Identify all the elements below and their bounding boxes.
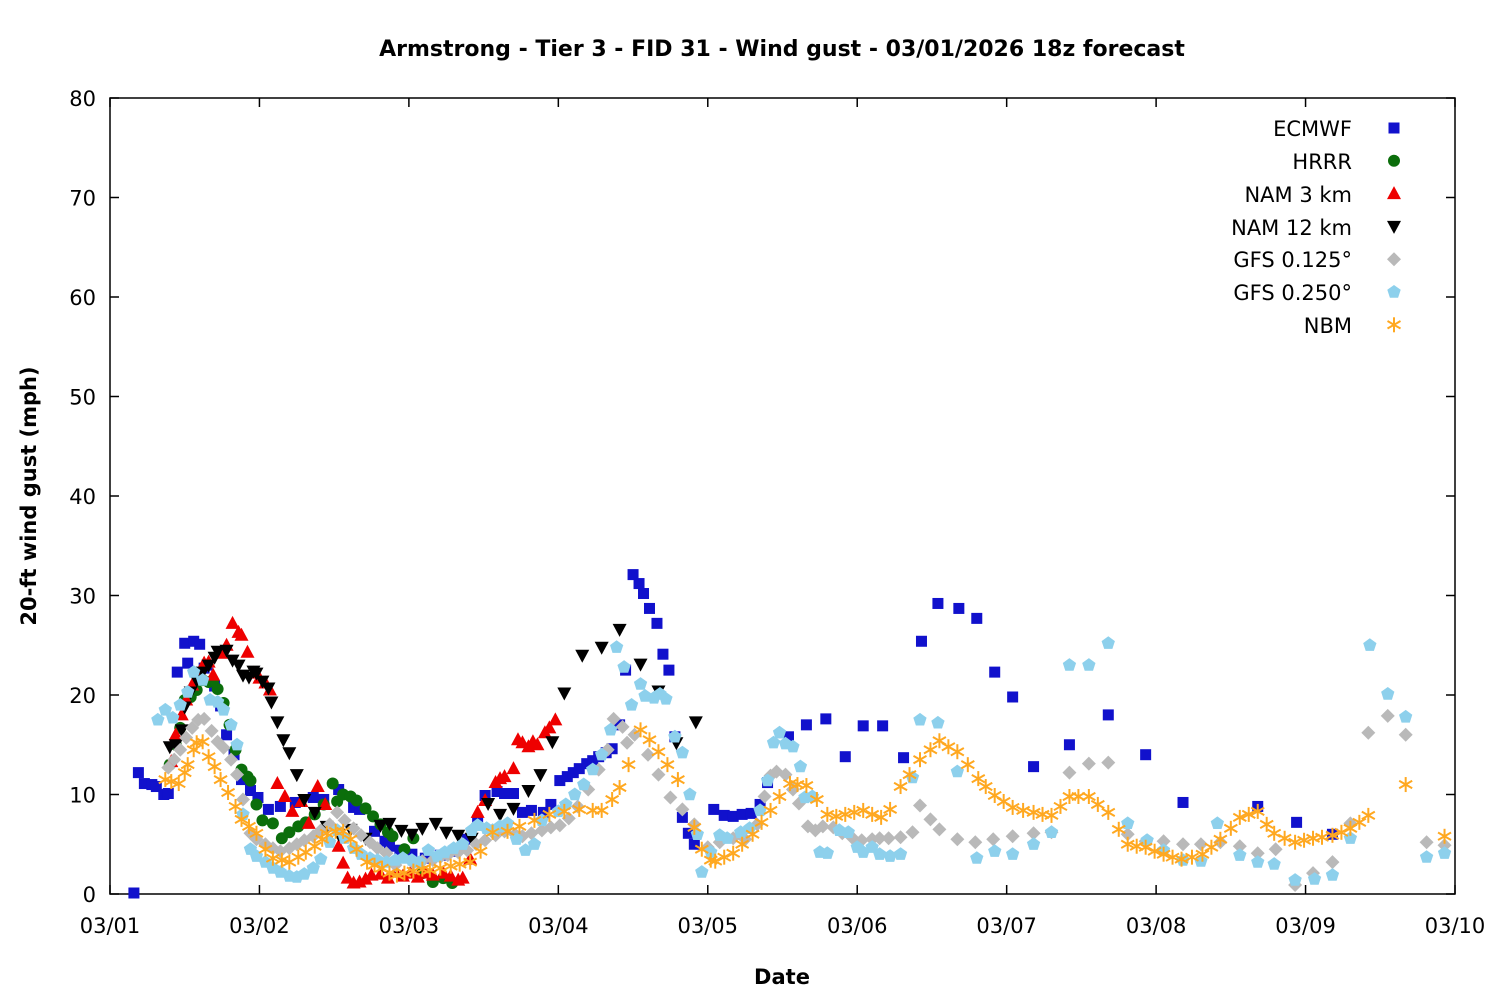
y-tick-label: 20 bbox=[69, 684, 96, 708]
series-gfs-0-250- bbox=[151, 636, 1452, 886]
data-points bbox=[128, 569, 1452, 899]
y-tick-labels: 0 10 20 30 40 50 60 70 80 bbox=[69, 87, 96, 907]
legend-label-hrrr: HRRR bbox=[1292, 150, 1352, 174]
y-tick-label: 80 bbox=[69, 87, 96, 111]
legend-label-ecmwf: ECMWF bbox=[1273, 117, 1352, 141]
legend-label-gfs0250: GFS 0.250° bbox=[1233, 281, 1352, 305]
legend-marker-asterisk-icon bbox=[1387, 317, 1401, 333]
x-tick-label: 03/01 bbox=[80, 914, 141, 938]
legend-marker-triangle-down-icon bbox=[1387, 220, 1401, 234]
x-tick-label: 03/07 bbox=[976, 914, 1037, 938]
legend: ECMWF HRRR NAM 3 km NAM 12 km GFS 0.125°… bbox=[1231, 117, 1352, 338]
x-tick-label: 03/09 bbox=[1275, 914, 1336, 938]
y-tick-label: 60 bbox=[69, 286, 96, 310]
x-tick-label: 03/08 bbox=[1126, 914, 1187, 938]
legend-label-nbm: NBM bbox=[1304, 314, 1352, 338]
legend-marker-triangle-up-icon bbox=[1387, 186, 1401, 200]
x-tick-label: 03/04 bbox=[528, 914, 589, 938]
y-tick-label: 70 bbox=[69, 187, 96, 211]
chart-title: Armstrong - Tier 3 - FID 31 - Wind gust … bbox=[379, 37, 1185, 62]
x-axis-label: Date bbox=[754, 965, 810, 989]
legend-marker-pentagon-icon bbox=[1387, 285, 1401, 298]
y-tick-label: 40 bbox=[69, 485, 96, 509]
legend-label-gfs0125: GFS 0.125° bbox=[1233, 248, 1352, 272]
legend-marker-diamond-icon bbox=[1387, 252, 1401, 267]
x-tick-label: 03/02 bbox=[229, 914, 290, 938]
legend-marker-circle-icon bbox=[1388, 154, 1400, 167]
x-tick-label: 03/06 bbox=[827, 914, 888, 938]
legend-label-nam3km: NAM 3 km bbox=[1244, 183, 1352, 207]
y-tick-label: 10 bbox=[69, 784, 96, 808]
legend-marker-square-icon bbox=[1388, 122, 1400, 134]
legend-markers bbox=[1387, 122, 1401, 333]
x-tick-label: 03/05 bbox=[678, 914, 739, 938]
x-tick-label: 03/03 bbox=[379, 914, 440, 938]
y-tick-label: 50 bbox=[69, 386, 96, 410]
x-tick-label: 03/10 bbox=[1425, 914, 1486, 938]
x-tick-labels: 03/01 03/02 03/03 03/04 03/05 03/06 03/07 03/08… bbox=[80, 914, 1486, 938]
legend-label-nam12km: NAM 12 km bbox=[1231, 216, 1352, 240]
y-axis-label: 20-ft wind gust (mph) bbox=[17, 366, 41, 625]
series-nbm bbox=[158, 722, 1452, 883]
axis-ticks bbox=[109, 97, 1456, 895]
y-tick-label: 0 bbox=[83, 883, 96, 907]
y-tick-label: 30 bbox=[69, 585, 96, 609]
